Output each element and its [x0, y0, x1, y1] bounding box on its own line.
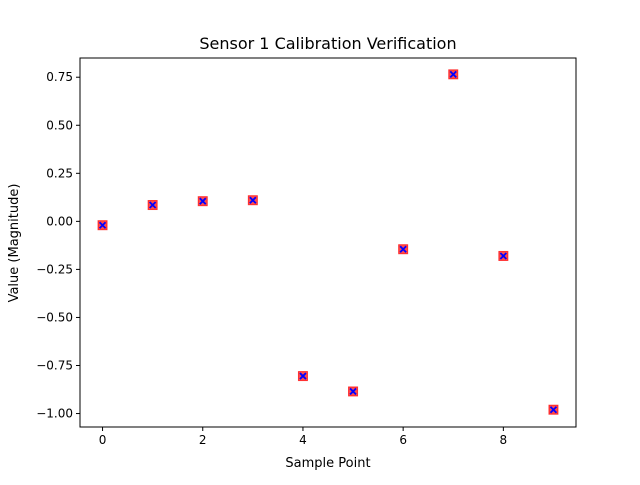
chart-title: Sensor 1 Calibration Verification	[199, 34, 456, 53]
data-point-x-marker	[249, 196, 257, 204]
x-tick-label: 8	[500, 433, 508, 447]
data-point-x-marker	[499, 252, 507, 260]
plot-frame	[79, 57, 577, 428]
data-point-x-marker	[98, 221, 107, 229]
y-tick-label: −0.50	[36, 310, 73, 324]
y-tick-label: −1.00	[36, 407, 73, 421]
x-axis-label: Sample Point	[285, 456, 370, 471]
y-axis-label: Value (Magnitude)	[7, 184, 22, 303]
data-point-x-marker	[299, 372, 307, 380]
y-tick-label: 0.75	[46, 70, 73, 84]
data-point-x-marker	[549, 406, 558, 414]
y-tick-label: −0.75	[36, 359, 73, 373]
plot-area: 0 2 4 6 8 0.75 0.50 0.25 0.00 −0.25 −0.50 −0.75 −1.0…	[36, 57, 577, 447]
x-tick-label: 4	[299, 433, 307, 447]
data-point-x-marker	[449, 70, 457, 78]
y-tick-label: 0.25	[46, 166, 73, 180]
x-tick-label: 6	[399, 433, 407, 447]
data-point-x-marker	[199, 197, 207, 205]
x-tick-label: 2	[199, 433, 207, 447]
y-tick-label: −0.25	[36, 262, 73, 276]
y-tick-label: 0.00	[46, 214, 73, 228]
y-tick-label: 0.50	[46, 118, 73, 132]
data-point-x-marker	[399, 245, 407, 253]
data-point-x-marker	[149, 201, 157, 209]
data-point-x-marker	[349, 387, 357, 396]
x-tick-label: 0	[99, 433, 107, 447]
